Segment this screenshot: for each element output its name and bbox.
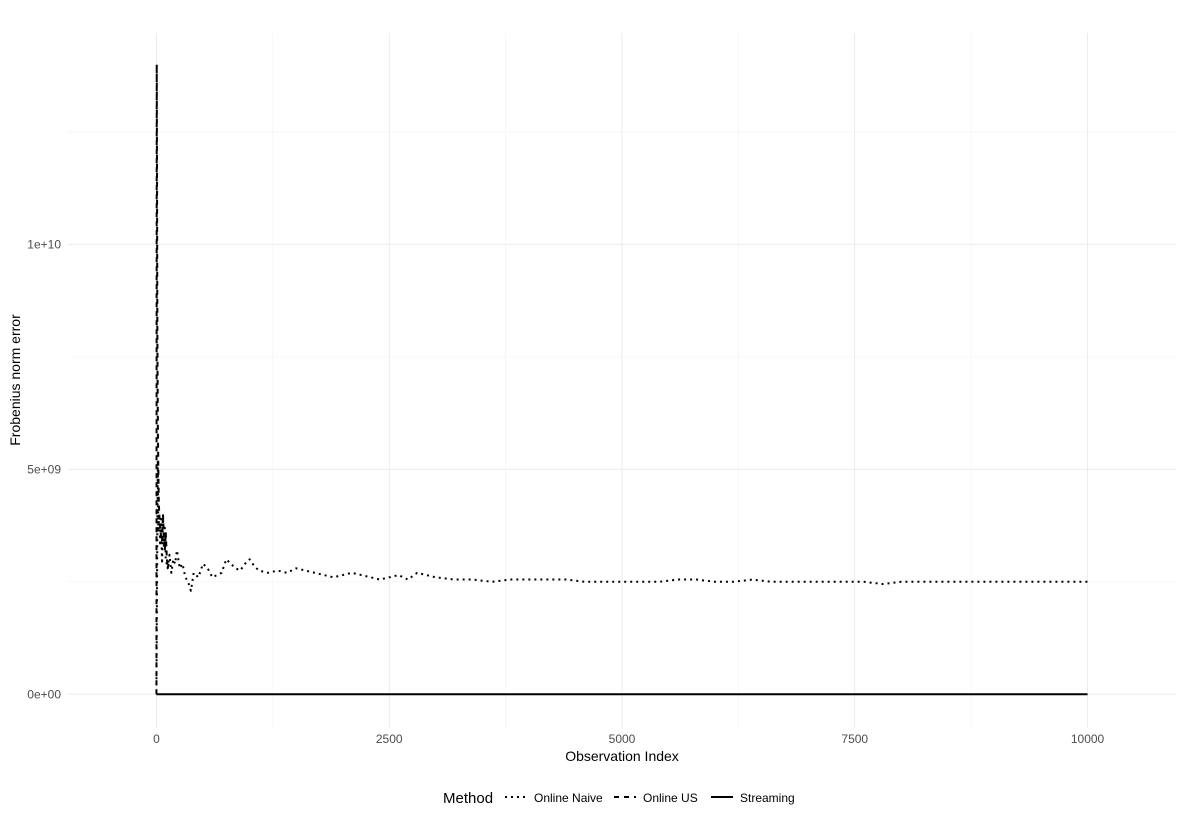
series-layer bbox=[155, 63, 1088, 696]
y-tick-labels: 0e+00 5e+09 1e+10 bbox=[27, 237, 61, 701]
grid-major bbox=[68, 33, 1176, 728]
y-axis-title: Frobenius norm error bbox=[7, 314, 23, 446]
x-axis-title: Observation Index bbox=[565, 748, 679, 764]
legend-title: Method bbox=[443, 790, 493, 807]
x-tick-label: 5000 bbox=[609, 732, 636, 746]
series-line-online-naive bbox=[155, 459, 1088, 686]
y-tick-label: 5e+09 bbox=[27, 462, 61, 476]
x-tick-labels: 0 2500 5000 7500 10000 bbox=[153, 732, 1104, 746]
x-tick-label: 7500 bbox=[841, 732, 868, 746]
x-tick-label: 10000 bbox=[1071, 732, 1105, 746]
y-tick-label: 0e+00 bbox=[27, 687, 61, 701]
y-tick-label: 1e+10 bbox=[27, 237, 61, 251]
legend-label-online-us: Online US bbox=[643, 791, 698, 805]
x-tick-label: 0 bbox=[153, 732, 160, 746]
legend-label-online-naive: Online Naive bbox=[534, 791, 603, 805]
legend: Method Online Naive Online US Streaming bbox=[443, 790, 795, 807]
legend-label-streaming: Streaming bbox=[740, 791, 795, 805]
series-line-online-us bbox=[155, 63, 170, 695]
x-tick-label: 2500 bbox=[376, 732, 403, 746]
